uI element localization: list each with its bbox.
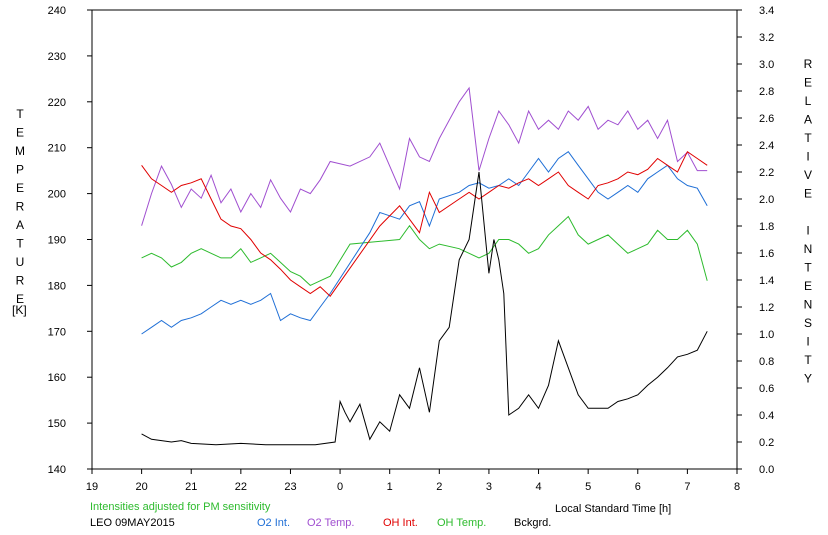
series-line-oh-temp bbox=[141, 215, 708, 286]
y-left-tick-label: 230 bbox=[48, 51, 66, 63]
axis-title-letter: M bbox=[15, 144, 25, 158]
x-tick-label: 22 bbox=[235, 481, 247, 493]
axis-title-letter: A bbox=[804, 113, 812, 127]
y-left-tick-label: 190 bbox=[48, 235, 66, 247]
x-tick-label: 5 bbox=[585, 481, 591, 493]
series-layer bbox=[141, 86, 708, 446]
axis-title-letter: R bbox=[16, 200, 25, 214]
axis-title-letter: R bbox=[804, 57, 813, 71]
x-tick-label: 19 bbox=[86, 481, 98, 493]
x-tick-label: 20 bbox=[135, 481, 147, 493]
y-right-tick-label: 2.8 bbox=[759, 86, 774, 98]
y-left-tick-label: 180 bbox=[48, 280, 66, 292]
axis-title-letter: I bbox=[806, 150, 809, 164]
station-label: LEO 09MAY2015 bbox=[90, 517, 175, 529]
y-left-tick-label: 200 bbox=[48, 189, 66, 201]
y-left-tick-label: 220 bbox=[48, 97, 66, 109]
axis-title-letter: I bbox=[806, 335, 809, 349]
y-right-tick-label: 3.4 bbox=[759, 5, 774, 17]
series-line-o2-int bbox=[141, 151, 708, 335]
x-tick-label: 2 bbox=[436, 481, 442, 493]
plot-border bbox=[91, 9, 738, 470]
y-axis-left: 140 150 160 170 180 190 200 210 220 230 240 bbox=[48, 5, 92, 476]
y-right-tick-label: 2.2 bbox=[759, 167, 774, 179]
series-line-bckgrd bbox=[141, 171, 708, 446]
axis-title-letter: R bbox=[16, 274, 25, 288]
y-right-tick-label: 1.4 bbox=[759, 275, 774, 287]
x-tick-label: 3 bbox=[486, 481, 492, 493]
x-tick-label: 21 bbox=[185, 481, 197, 493]
axis-title-letter: Y bbox=[804, 372, 812, 386]
axis-title-letter: V bbox=[804, 168, 812, 182]
x-tick-label: 4 bbox=[535, 481, 541, 493]
y-left-tick-label: 210 bbox=[48, 143, 66, 155]
x-tick-label: 6 bbox=[635, 481, 641, 493]
x-tick-label: 23 bbox=[284, 481, 296, 493]
y-right-tick-label: 1.6 bbox=[759, 248, 774, 260]
y-right-tick-label: 2.0 bbox=[759, 194, 774, 206]
axis-title-letter: T bbox=[804, 261, 812, 275]
y-right-tick-label: 0.0 bbox=[759, 464, 774, 476]
axis-title-letter: N bbox=[804, 298, 813, 312]
axis-title-letter: A bbox=[16, 218, 24, 232]
axis-title-letter: E bbox=[804, 76, 812, 90]
y-axis-left-unit: [K] bbox=[12, 303, 27, 317]
y-right-tick-label: 0.8 bbox=[759, 356, 774, 368]
axis-title-letter: T bbox=[804, 131, 812, 145]
axis-title-letter: L bbox=[805, 94, 812, 108]
y-right-tick-label: 1.0 bbox=[759, 329, 774, 341]
legend: O2 Int. O2 Temp. OH Int. OH Temp. Bckgrd. bbox=[257, 517, 551, 529]
axis-title-letter: T bbox=[804, 353, 812, 367]
x-tick-label: 0 bbox=[337, 481, 343, 493]
axis-title-letter: E bbox=[16, 126, 24, 140]
axis-title-letter: E bbox=[16, 292, 24, 306]
y-left-tick-label: 170 bbox=[48, 326, 66, 338]
series-line-oh-int bbox=[141, 150, 708, 297]
series-line-o2-temp bbox=[141, 86, 708, 226]
axis-title-letter: T bbox=[16, 237, 24, 251]
axis-title-letter: E bbox=[16, 181, 24, 195]
y-right-tick-label: 0.6 bbox=[759, 383, 774, 395]
y-right-tick-label: 0.4 bbox=[759, 410, 774, 422]
axis-title-letter: I bbox=[806, 224, 809, 238]
y-left-tick-label: 240 bbox=[48, 5, 66, 17]
legend-item: Bckgrd. bbox=[514, 517, 551, 529]
y-right-tick-label: 3.0 bbox=[759, 59, 774, 71]
y-right-tick-label: 2.6 bbox=[759, 113, 774, 125]
y-right-tick-label: 3.2 bbox=[759, 32, 774, 44]
y-left-tick-label: 160 bbox=[48, 372, 66, 384]
legend-item: OH Temp. bbox=[437, 517, 486, 529]
y-right-tick-label: 1.2 bbox=[759, 302, 774, 314]
axis-title-letter: S bbox=[804, 316, 812, 330]
axis-title-letter: P bbox=[16, 163, 24, 177]
axis-title-letter: N bbox=[804, 242, 813, 256]
y-right-tick-label: 1.8 bbox=[759, 221, 774, 233]
x-tick-label: 8 bbox=[734, 481, 740, 493]
axis-title-letter: E bbox=[804, 187, 812, 201]
y-right-tick-label: 2.4 bbox=[759, 140, 774, 152]
y-right-tick-label: 0.2 bbox=[759, 437, 774, 449]
x-axis: 19 20 21 22 23 0 1 2 3 4 5 6 7 8 bbox=[86, 469, 740, 493]
plot-frame bbox=[91, 9, 738, 470]
x-tick-label: 1 bbox=[387, 481, 393, 493]
y-axis-right: 0.0 0.2 0.4 0.6 0.8 1.0 1.2 1.4 1.6 1.8 2.0 2.2 2.4 2… bbox=[737, 5, 774, 476]
y-left-tick-label: 150 bbox=[48, 418, 66, 430]
axis-title-letter: E bbox=[804, 279, 812, 293]
x-tick-label: 7 bbox=[684, 481, 690, 493]
legend-item: O2 Temp. bbox=[307, 517, 355, 529]
y-left-tick-label: 140 bbox=[48, 464, 66, 476]
x-axis-title: Local Standard Time [h] bbox=[555, 503, 671, 515]
axis-title-letter: T bbox=[16, 107, 24, 121]
legend-item: OH Int. bbox=[383, 517, 418, 529]
sensitivity-note: Intensities adjusted for PM sensitivity bbox=[90, 501, 271, 513]
axis-title-letter: U bbox=[16, 255, 25, 269]
legend-item: O2 Int. bbox=[257, 517, 290, 529]
